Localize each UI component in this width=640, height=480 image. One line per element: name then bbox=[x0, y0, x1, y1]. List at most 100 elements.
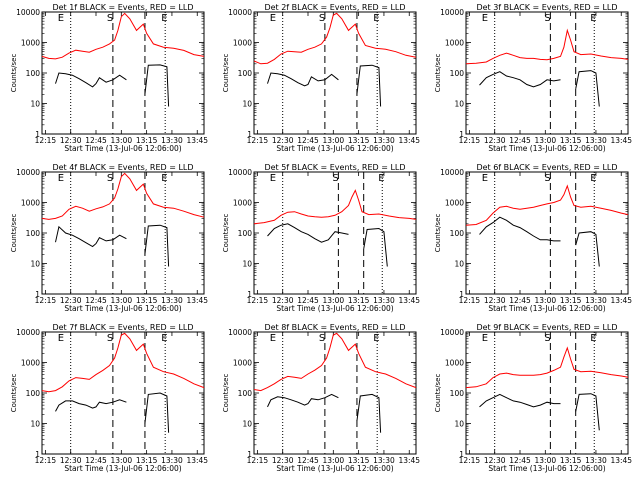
series-events bbox=[267, 223, 349, 243]
y-tick-label: 1 bbox=[247, 450, 252, 459]
x-tick-label: 12:45 bbox=[85, 136, 107, 145]
segment-marker: E bbox=[482, 333, 488, 344]
x-tick-label: 12:30 bbox=[272, 136, 294, 145]
segment-marker: E bbox=[270, 173, 276, 184]
x-tick-label: 13:30 bbox=[373, 136, 395, 145]
segment-marker: E bbox=[482, 13, 488, 24]
y-axis-label: Counts/sec bbox=[222, 54, 230, 93]
x-tick-label: 13:30 bbox=[585, 296, 607, 305]
y-tick-label: 1 bbox=[35, 290, 40, 299]
segment-marker: S bbox=[107, 333, 113, 344]
x-tick-label: 13:15 bbox=[560, 136, 582, 145]
panel-2: Det 2f BLACK = Events, RED = LLD 1 10 100 10… bbox=[222, 3, 420, 153]
y-tick-label: 1 bbox=[35, 130, 40, 139]
y-tick-label: 10000 bbox=[16, 168, 40, 177]
x-tick-label: 12:30 bbox=[484, 456, 506, 465]
x-tick-label: 12:45 bbox=[509, 456, 531, 465]
segment-marker: S bbox=[332, 173, 338, 184]
x-tick-label: 12:45 bbox=[297, 136, 319, 145]
y-tick-label: 1 bbox=[459, 290, 464, 299]
x-tick-label: 12:45 bbox=[297, 296, 319, 305]
y-tick-label: 1000 bbox=[233, 199, 252, 208]
x-tick-label: 13:45 bbox=[186, 136, 208, 145]
segment-marker: E bbox=[373, 333, 379, 344]
series-lld bbox=[253, 12, 417, 65]
x-tick-label: 12:45 bbox=[509, 296, 531, 305]
y-tick-label: 10 bbox=[30, 420, 40, 429]
panel-title: Det 8f BLACK = Events, RED = LLD bbox=[264, 323, 405, 332]
x-tick-label: 13:30 bbox=[373, 456, 395, 465]
x-tick-label: 13:00 bbox=[535, 136, 557, 145]
x-tick-label: 13:15 bbox=[348, 456, 370, 465]
x-tick-label: 13:45 bbox=[610, 136, 632, 145]
x-tick-label: 13:30 bbox=[373, 296, 395, 305]
y-tick-label: 10 bbox=[242, 420, 252, 429]
segment-marker: E bbox=[161, 333, 167, 344]
series-events-segment bbox=[575, 70, 600, 107]
x-tick-label: 13:30 bbox=[161, 456, 183, 465]
x-tick-label: 13:00 bbox=[323, 296, 345, 305]
segment-marker: S bbox=[107, 13, 113, 24]
x-tick-label: 12:45 bbox=[85, 456, 107, 465]
y-tick-label: 1 bbox=[459, 130, 464, 139]
panel-8: Det 8f BLACK = Events, RED = LLD 1 10 100 10… bbox=[222, 323, 420, 473]
panel-title: Det 4f BLACK = Events, RED = LLD bbox=[52, 163, 193, 172]
x-tick-label: 13:30 bbox=[585, 136, 607, 145]
series-events-segment bbox=[144, 392, 170, 433]
x-axis-label: Start Time (13-Jul-06 12:06:00) bbox=[276, 464, 393, 473]
x-tick-label: 12:30 bbox=[60, 456, 82, 465]
x-tick-label: 13:15 bbox=[136, 136, 158, 145]
panel-title: Det 2f BLACK = Events, RED = LLD bbox=[264, 3, 405, 12]
segment-marker: E bbox=[373, 13, 379, 24]
segment-marker: E bbox=[590, 173, 596, 184]
x-tick-label: 12:15 bbox=[459, 456, 481, 465]
series-lld bbox=[253, 189, 417, 225]
x-axis-label: Start Time (13-Jul-06 12:06:00) bbox=[488, 304, 605, 313]
y-tick-label: 10 bbox=[242, 260, 252, 269]
panel-title: Det 7f BLACK = Events, RED = LLD bbox=[52, 323, 193, 332]
segment-marker: S bbox=[319, 13, 325, 24]
series-lld bbox=[465, 184, 629, 226]
x-tick-label: 13:30 bbox=[585, 456, 607, 465]
x-tick-label: 13:00 bbox=[535, 296, 557, 305]
x-tick-label: 12:15 bbox=[35, 296, 57, 305]
x-tick-label: 12:15 bbox=[247, 296, 269, 305]
panel-title: Det 1f BLACK = Events, RED = LLD bbox=[52, 3, 193, 12]
x-tick-label: 12:30 bbox=[60, 136, 82, 145]
y-tick-label: 1000 bbox=[445, 359, 464, 368]
y-tick-label: 10 bbox=[454, 100, 464, 109]
x-tick-label: 12:45 bbox=[509, 136, 531, 145]
segment-marker: S bbox=[544, 333, 550, 344]
x-tick-label: 13:15 bbox=[348, 296, 370, 305]
x-tick-label: 12:15 bbox=[247, 136, 269, 145]
series-events bbox=[55, 225, 127, 248]
segment-marker: S bbox=[544, 173, 550, 184]
x-tick-label: 12:15 bbox=[247, 456, 269, 465]
x-tick-label: 13:45 bbox=[186, 296, 208, 305]
y-tick-label: 10000 bbox=[228, 8, 252, 17]
x-tick-label: 12:30 bbox=[484, 296, 506, 305]
series-events-segment bbox=[575, 231, 600, 267]
y-tick-label: 100 bbox=[450, 229, 465, 238]
panel-title: Det 9f BLACK = Events, RED = LLD bbox=[476, 323, 617, 332]
y-tick-label: 10000 bbox=[440, 328, 464, 337]
segment-marker: E bbox=[378, 173, 384, 184]
y-tick-label: 10000 bbox=[16, 8, 40, 17]
panel-7: Det 7f BLACK = Events, RED = LLD 1 10 100 10… bbox=[10, 323, 208, 473]
segment-marker: S bbox=[544, 13, 550, 24]
series-events-segment bbox=[363, 227, 388, 267]
y-tick-label: 100 bbox=[238, 69, 253, 78]
y-axis-label: Counts/sec bbox=[434, 214, 442, 253]
y-tick-label: 10000 bbox=[228, 328, 252, 337]
series-events-segment bbox=[356, 64, 382, 107]
x-axis-label: Start Time (13-Jul-06 12:06:00) bbox=[276, 304, 393, 313]
y-axis-label: Counts/sec bbox=[434, 374, 442, 413]
x-tick-label: 13:45 bbox=[398, 296, 420, 305]
y-tick-label: 100 bbox=[450, 69, 465, 78]
segment-marker: E bbox=[590, 333, 596, 344]
x-tick-label: 13:45 bbox=[186, 456, 208, 465]
panel-4: Det 4f BLACK = Events, RED = LLD 1 10 100 10… bbox=[10, 163, 208, 313]
y-tick-label: 10 bbox=[454, 260, 464, 269]
x-tick-label: 13:00 bbox=[111, 136, 133, 145]
x-axis-label: Start Time (13-Jul-06 12:06:00) bbox=[488, 144, 605, 153]
